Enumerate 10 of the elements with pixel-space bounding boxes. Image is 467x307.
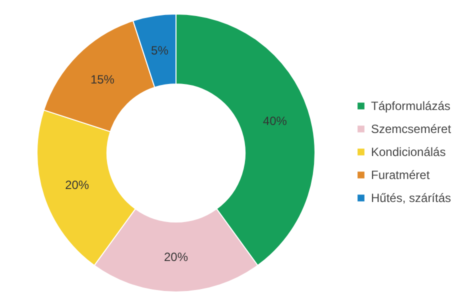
legend-label: Hűtés, szárítás [371, 191, 452, 205]
legend-label: Tápformulázás [371, 99, 450, 113]
legend-label: Kondicionálás [371, 145, 446, 159]
data-label: 15% [90, 72, 115, 86]
data-label: 20% [164, 250, 188, 264]
data-label: 20% [65, 178, 90, 192]
legend-label: Szemcseméret [371, 122, 452, 136]
legend-label: Furatméret [371, 168, 430, 182]
data-label: 5% [151, 43, 169, 58]
data-label: 40% [262, 114, 288, 128]
